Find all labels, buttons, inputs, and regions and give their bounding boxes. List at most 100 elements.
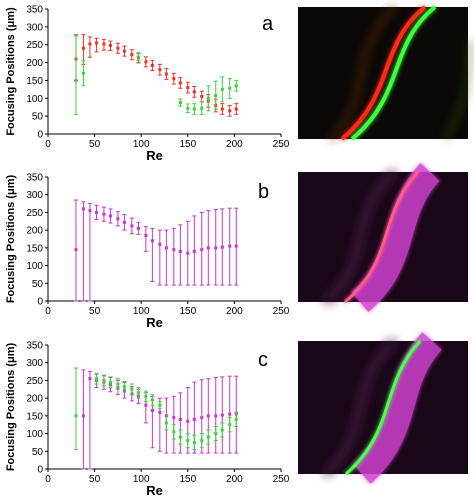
data-point <box>186 251 190 255</box>
y-tick-label: 300 <box>26 22 43 33</box>
data-point <box>234 107 238 111</box>
data-point <box>186 439 190 443</box>
x-tick-label: 250 <box>273 474 290 485</box>
y-tick-label: 200 <box>26 394 43 405</box>
data-point <box>234 417 238 421</box>
panel-b-letter: b <box>258 181 269 203</box>
x-tick-label: 0 <box>45 306 51 317</box>
series-green <box>73 35 239 115</box>
y-tick-label: 350 <box>26 173 43 184</box>
data-point <box>214 414 218 418</box>
data-point <box>214 246 218 250</box>
y-tick-label: 100 <box>26 94 43 105</box>
data-point <box>192 417 196 421</box>
data-point <box>122 220 126 224</box>
data-point <box>150 239 154 243</box>
data-point <box>178 101 182 105</box>
data-point <box>172 416 176 420</box>
x-tick-label: 200 <box>226 306 243 317</box>
data-point <box>158 68 162 72</box>
data-point <box>192 107 196 111</box>
data-point <box>228 423 232 427</box>
x-tick-label: 150 <box>179 306 196 317</box>
x-tick-label: 200 <box>226 474 243 485</box>
data-point <box>172 248 176 252</box>
data-point <box>122 49 126 53</box>
x-tick-label: 250 <box>273 139 290 150</box>
data-point <box>200 416 204 420</box>
panel-a: 0 50 100 150 200 250 300 350 0 50 100 150 200 250 Re Fo… <box>5 5 472 163</box>
data-point <box>88 377 92 381</box>
data-point <box>150 409 154 413</box>
x-tick-label: 50 <box>89 306 101 317</box>
data-point <box>116 382 120 386</box>
x-axis-label: Re <box>146 148 163 163</box>
data-point <box>94 41 98 45</box>
panel-b: 0 50 100 150 200 250 300 350 0 50 100 150 200 250 Re Fo… <box>5 163 468 330</box>
data-point <box>206 435 210 439</box>
y-tick-label: 300 <box>26 190 43 201</box>
data-point <box>172 77 176 81</box>
y-tick-label: 100 <box>26 429 43 440</box>
y-tick-label: 300 <box>26 358 43 369</box>
data-point <box>192 249 196 253</box>
series-green <box>73 367 239 451</box>
data-point <box>144 394 148 398</box>
data-point <box>200 95 204 98</box>
data-point <box>144 60 148 64</box>
data-point <box>234 244 238 248</box>
y-tick-label: 200 <box>26 226 43 237</box>
micrograph-c <box>298 332 468 484</box>
data-point <box>116 46 120 50</box>
data-point <box>158 410 162 414</box>
x-axis-label: Re <box>146 315 163 330</box>
micrograph-a-green-stream <box>350 5 437 141</box>
data-point <box>186 86 190 90</box>
data-point <box>88 209 92 213</box>
micrograph-b <box>298 163 468 312</box>
micrograph-a-red-stream <box>340 5 427 141</box>
data-point <box>81 46 85 50</box>
data-point <box>94 377 98 381</box>
y-tick-label: 350 <box>26 341 43 352</box>
data-point <box>192 90 196 94</box>
data-point <box>164 246 168 250</box>
x-tick-label: 0 <box>45 474 51 485</box>
data-point <box>228 244 232 248</box>
y-axis-label: Focusing Positions (μm) <box>5 7 17 136</box>
y-tick-label: 50 <box>32 279 44 290</box>
data-point <box>178 249 182 253</box>
data-point <box>206 246 210 250</box>
micrograph-a-faint-channel-2 <box>443 39 472 141</box>
data-point <box>74 414 78 418</box>
data-point <box>178 435 182 439</box>
data-point <box>220 428 224 432</box>
data-point <box>172 430 176 434</box>
y-tick-label: 150 <box>26 76 43 87</box>
data-point <box>192 440 196 444</box>
y-tick-label: 150 <box>26 411 43 422</box>
data-point <box>186 106 190 110</box>
series-magenta <box>81 369 239 470</box>
y-axis-label: Focusing Positions (μm) <box>5 174 17 303</box>
panel-a-letter: a <box>262 13 274 35</box>
x-tick-label: 100 <box>133 139 150 150</box>
data-point <box>102 378 106 382</box>
data-point <box>206 96 210 100</box>
data-point <box>214 432 218 436</box>
data-point <box>220 245 224 249</box>
data-point <box>200 248 204 252</box>
data-point <box>81 71 85 75</box>
x-tick-label: 50 <box>89 474 101 485</box>
data-point <box>200 106 204 110</box>
data-point <box>228 86 232 90</box>
x-axis-label: Re <box>146 483 163 498</box>
data-point <box>130 53 134 57</box>
data-point <box>150 398 154 402</box>
micrograph-a <box>298 5 472 141</box>
data-point <box>234 84 238 88</box>
micrograph-a-faint-channel <box>328 5 397 141</box>
data-point <box>130 224 134 228</box>
data-point <box>108 380 112 384</box>
